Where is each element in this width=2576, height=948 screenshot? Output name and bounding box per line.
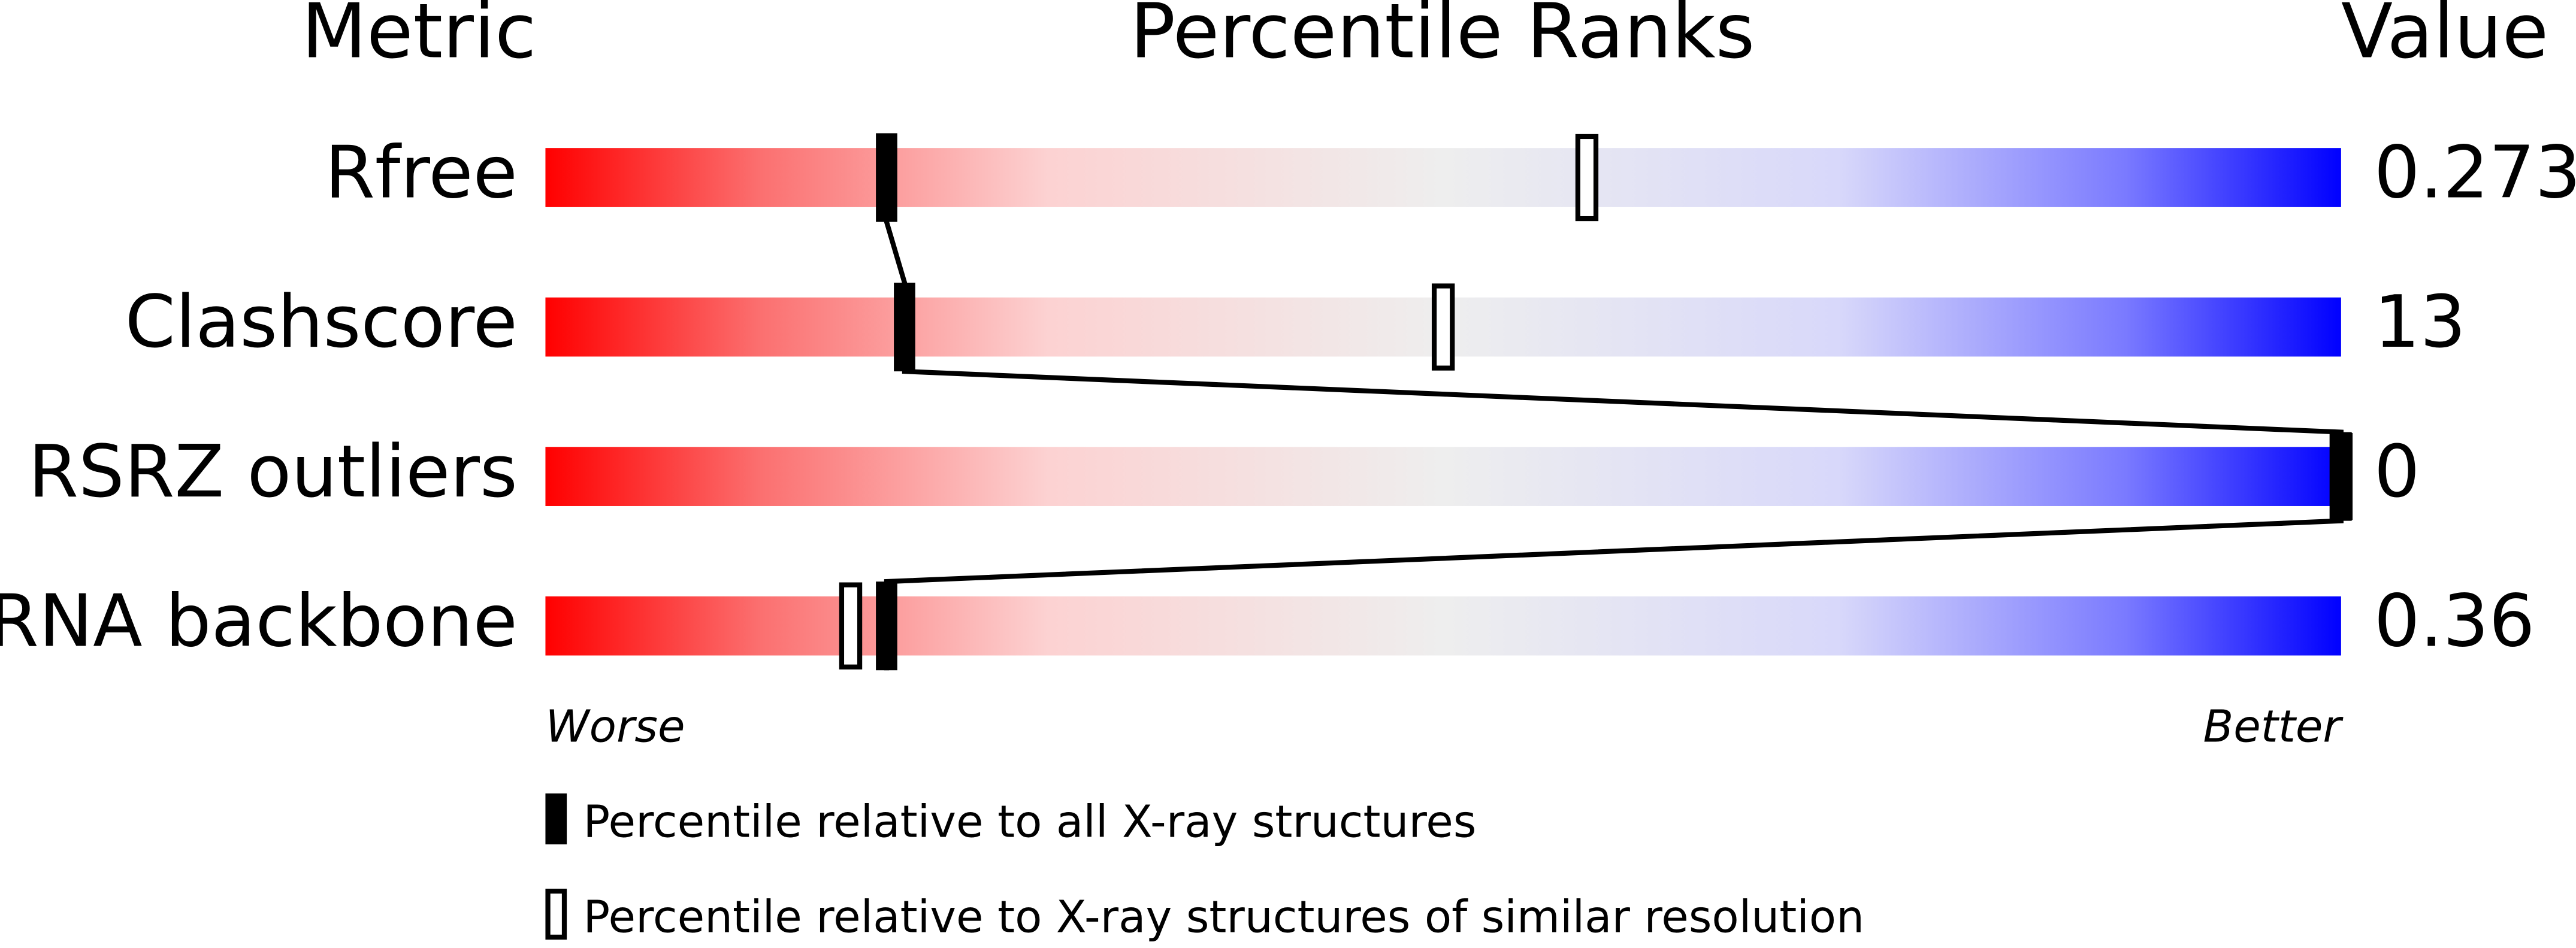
metric-header: Metric <box>301 0 536 75</box>
metric-label: Rfree <box>325 131 518 215</box>
all-marker <box>2330 432 2352 521</box>
metric-value: 0 <box>2374 430 2420 514</box>
metric-label: RSRZ outliers <box>28 430 518 514</box>
chart-title: Percentile Ranks <box>1130 0 1755 75</box>
metric-label: RNA backbone <box>0 579 518 663</box>
metric-value: 0.36 <box>2374 579 2535 663</box>
value-header: Value <box>2341 0 2548 75</box>
legend-swatch <box>545 793 567 844</box>
high-label: Better <box>2203 701 2344 752</box>
all-marker <box>876 133 897 222</box>
slider-bar <box>545 447 2341 506</box>
similar-marker <box>1575 134 1599 222</box>
similar-marker <box>839 582 863 670</box>
metric-value: 0.273 <box>2374 131 2576 215</box>
all-marker <box>894 283 915 372</box>
legend-label: Percentile relative to X-ray structures … <box>583 892 1864 943</box>
connector-line <box>884 133 2344 671</box>
low-label: Worse <box>545 701 685 752</box>
similar-marker <box>1431 283 1455 371</box>
legend-swatch <box>545 888 567 940</box>
legend-label: Percentile relative to all X-ray structu… <box>583 796 1477 847</box>
metric-value: 13 <box>2374 280 2466 364</box>
metric-label: Clashscore <box>125 280 518 364</box>
all-marker <box>876 581 897 671</box>
slider-bar <box>545 148 2341 207</box>
slider-bar <box>545 596 2341 656</box>
